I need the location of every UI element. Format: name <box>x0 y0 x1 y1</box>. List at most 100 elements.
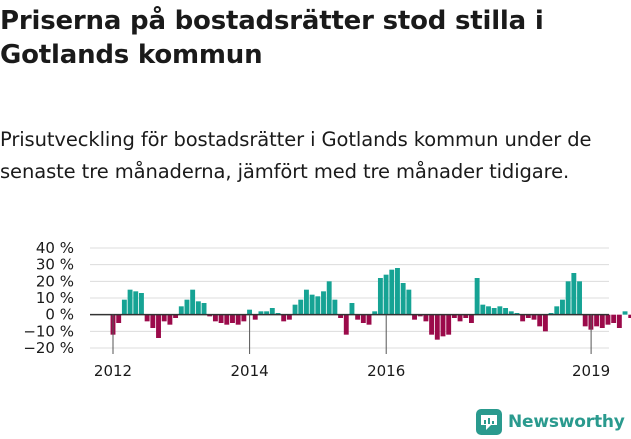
bar <box>184 299 190 315</box>
bar <box>400 283 406 315</box>
bar <box>161 314 167 322</box>
x-tick-label: 2014 <box>231 362 269 380</box>
bar <box>531 314 537 320</box>
bar <box>412 314 417 320</box>
newsworthy-logo-icon <box>476 409 502 435</box>
bar <box>434 314 440 340</box>
chart-subtitle: Prisutveckling för bostadsrätter i Gotla… <box>0 128 592 183</box>
grid-lines <box>90 247 609 349</box>
bar <box>622 311 628 315</box>
bar <box>542 314 548 332</box>
bar <box>474 278 480 315</box>
bar <box>389 269 395 315</box>
bar <box>235 314 241 325</box>
bar <box>247 309 252 315</box>
bar <box>372 311 378 315</box>
bar <box>207 314 213 317</box>
chart-title: Priserna på bostadsrätter stod stilla i … <box>0 6 544 70</box>
bar <box>429 314 435 335</box>
bar <box>525 314 531 318</box>
y-tick-label: −10 % <box>23 322 74 340</box>
x-tick-label: 2012 <box>94 362 132 380</box>
bar <box>281 314 287 322</box>
bar <box>252 314 258 320</box>
bar <box>451 314 457 318</box>
bar <box>298 299 304 315</box>
bar <box>565 281 571 315</box>
bar <box>560 299 565 315</box>
bar <box>514 313 520 315</box>
bar <box>360 314 366 323</box>
bar <box>497 306 503 315</box>
bar <box>423 314 429 322</box>
newsworthy-logo: Newsworthy <box>476 408 625 436</box>
bar <box>440 314 446 337</box>
bar <box>258 311 264 315</box>
bar <box>167 314 173 325</box>
bar <box>156 314 161 338</box>
y-tick-label: 0 % <box>45 306 74 324</box>
bar <box>332 299 338 315</box>
bar <box>133 291 139 315</box>
x-axis-tick-labels: 2012201420162019202120232025 <box>94 314 610 380</box>
bar <box>582 314 588 327</box>
bar <box>463 314 469 318</box>
bar <box>195 301 201 315</box>
brand-name: Newsworthy <box>508 412 625 432</box>
bar <box>508 311 514 315</box>
bar <box>264 311 270 315</box>
bar <box>605 314 611 325</box>
bar <box>611 314 617 323</box>
bar <box>116 314 122 323</box>
bar <box>628 314 631 318</box>
bar <box>468 314 474 323</box>
bar <box>224 314 230 325</box>
bar <box>275 313 281 315</box>
y-tick-label: 40 % <box>36 239 74 257</box>
bar <box>139 293 144 315</box>
bar <box>395 268 400 315</box>
bar <box>377 278 383 315</box>
bar <box>571 273 577 315</box>
bars <box>110 268 631 340</box>
bar-chart: −20 %−10 %0 %10 %20 %30 %40 % 2012 2014 20… <box>23 239 631 380</box>
y-tick-label: 20 % <box>36 272 74 290</box>
bar <box>178 306 184 315</box>
bar <box>212 314 218 322</box>
bar <box>230 314 235 323</box>
bar <box>286 314 292 320</box>
bar <box>173 314 179 318</box>
bar <box>241 314 247 322</box>
bar <box>343 314 349 335</box>
bar <box>315 296 321 315</box>
bar <box>326 281 332 315</box>
bar <box>366 314 372 325</box>
bar <box>417 314 423 317</box>
bar <box>150 314 156 328</box>
bar <box>349 303 355 315</box>
bar <box>309 294 315 315</box>
bar <box>127 289 133 315</box>
bar <box>594 314 600 327</box>
y-tick-label: 10 % <box>36 289 74 307</box>
bar <box>190 289 196 315</box>
bar <box>269 308 275 315</box>
bar <box>383 274 389 315</box>
bar <box>338 314 344 318</box>
bar <box>491 308 497 315</box>
bar <box>537 314 543 327</box>
bar <box>201 303 207 315</box>
bar <box>303 289 309 315</box>
bar <box>503 308 509 315</box>
x-tick-label: 2016 <box>367 362 405 380</box>
x-tick-label: 2019 <box>572 362 610 380</box>
bar <box>121 299 127 315</box>
bar <box>355 314 361 320</box>
bar <box>554 306 560 315</box>
bar <box>457 314 463 322</box>
bar <box>599 314 605 328</box>
bar <box>548 313 554 315</box>
y-tick-label: −20 % <box>23 339 74 357</box>
bar <box>406 289 412 315</box>
bar <box>321 291 326 315</box>
